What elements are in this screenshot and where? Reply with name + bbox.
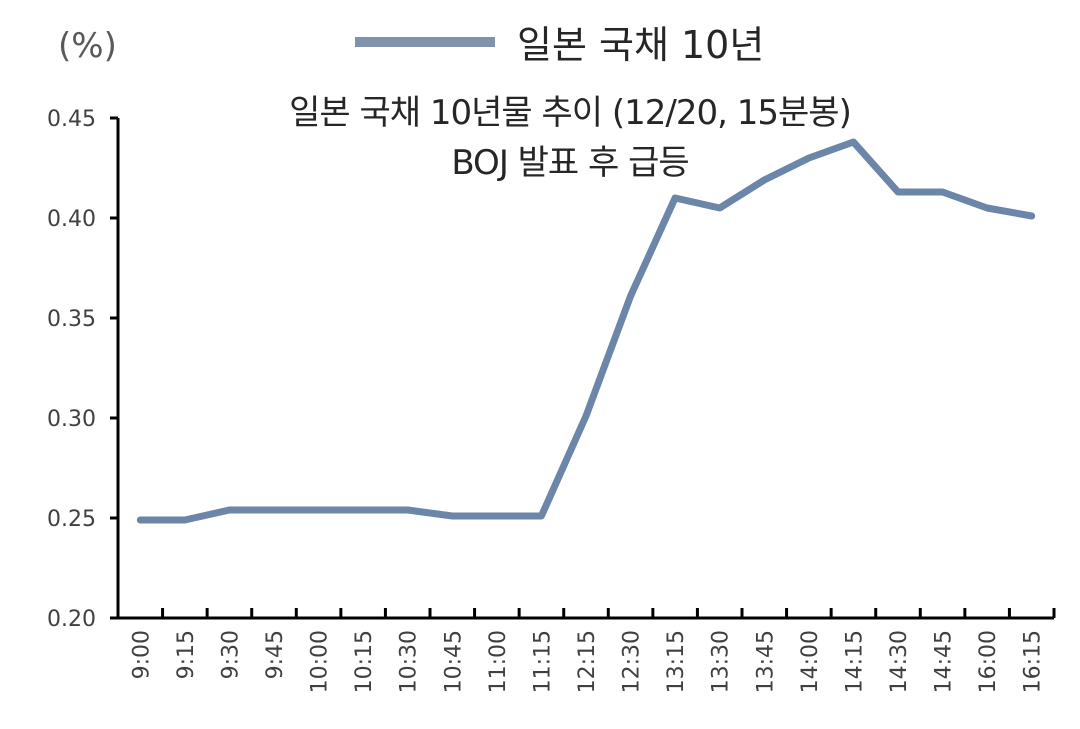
x-tick-label: 9:00 bbox=[129, 630, 154, 679]
x-tick-label: 13:30 bbox=[709, 630, 734, 693]
x-tick-label: 13:45 bbox=[753, 630, 778, 693]
x-tick-label: 14:00 bbox=[798, 630, 823, 693]
y-tick-label: 0.30 bbox=[47, 407, 96, 432]
y-tick-label: 0.45 bbox=[47, 107, 96, 132]
x-tick-label: 16:15 bbox=[1021, 630, 1046, 693]
x-tick-label: 13:15 bbox=[664, 630, 689, 693]
x-tick-label: 10:30 bbox=[397, 630, 422, 693]
y-tick-label: 0.20 bbox=[47, 607, 96, 632]
legend: 일본 국채 10년 bbox=[355, 14, 764, 69]
chart-title: 일본 국채 10년물 추이 (12/20, 15분봉) BOJ 발표 후 급등 bbox=[200, 88, 940, 188]
title-line-2: BOJ 발표 후 급등 bbox=[451, 143, 689, 183]
x-tick-label: 10:15 bbox=[352, 630, 377, 693]
x-tick-label: 10:45 bbox=[441, 630, 466, 693]
x-tick-label: 12:15 bbox=[575, 630, 600, 693]
series-line bbox=[136, 138, 1036, 524]
x-tick-label: 9:30 bbox=[218, 630, 243, 679]
y-tick-label: 0.35 bbox=[47, 307, 96, 332]
x-tick-label: 9:45 bbox=[263, 630, 288, 679]
y-axis-unit: (%) bbox=[58, 26, 117, 66]
y-tick-label: 0.40 bbox=[47, 207, 96, 232]
x-tick-label: 12:30 bbox=[620, 630, 645, 693]
x-tick-label: 16:00 bbox=[976, 630, 1001, 693]
y-tick-label: 0.25 bbox=[47, 507, 96, 532]
legend-swatch bbox=[355, 36, 495, 47]
legend-label: 일본 국채 10년 bbox=[517, 23, 765, 67]
x-tick-label: 11:15 bbox=[530, 630, 555, 693]
x-tick-label: 11:00 bbox=[486, 630, 511, 693]
title-line-1: 일본 국채 10년물 추이 (12/20, 15분봉) bbox=[289, 93, 852, 133]
x-tick-label: 14:15 bbox=[842, 630, 867, 693]
x-tick-label: 14:30 bbox=[887, 630, 912, 693]
x-tick-label: 10:00 bbox=[308, 630, 333, 693]
x-tick-label: 9:15 bbox=[174, 630, 199, 679]
x-tick-label: 14:45 bbox=[932, 630, 957, 693]
